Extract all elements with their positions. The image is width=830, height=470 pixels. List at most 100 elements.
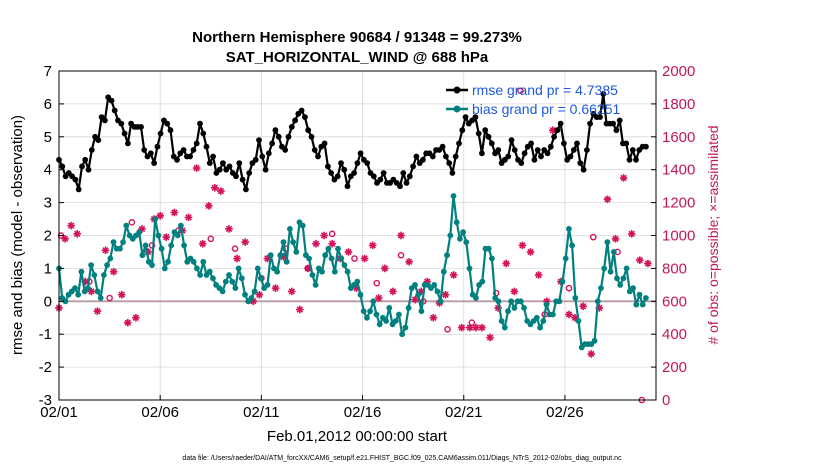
rmse-point — [328, 170, 334, 176]
bias-point — [158, 245, 165, 252]
rmse-point — [334, 173, 341, 180]
bias-point — [277, 252, 284, 259]
rmse-point — [511, 147, 518, 153]
bias-point — [636, 291, 643, 298]
rmse-point — [265, 150, 272, 157]
bias-point — [473, 295, 479, 301]
bias-point — [168, 242, 175, 249]
bias-point — [248, 295, 255, 301]
bias-point — [463, 239, 470, 246]
rmse-point — [292, 117, 298, 124]
bias-point — [630, 285, 636, 291]
bias-point — [181, 242, 188, 249]
rmse-point — [167, 127, 174, 134]
rmse-point — [623, 140, 630, 147]
obs-possible-point — [106, 294, 113, 302]
rmse-point — [125, 140, 131, 147]
rmse-point — [561, 140, 567, 147]
bias-point — [489, 255, 495, 262]
obs-assimilated-point — [457, 323, 466, 332]
rmse-point — [262, 166, 269, 173]
obs-assimilated-point — [374, 294, 383, 302]
y2-tick-label: 1000 — [662, 228, 695, 245]
rmse-point — [338, 160, 344, 167]
obs-assimilated-point — [217, 187, 225, 195]
bias-point — [479, 278, 486, 285]
rmse-point — [341, 166, 348, 173]
y-tick-label: 1 — [44, 260, 52, 277]
bias-point — [62, 298, 69, 305]
rmse-point — [521, 150, 528, 157]
bias-point — [155, 232, 162, 239]
bias-point — [607, 268, 614, 275]
bias-point — [412, 282, 418, 288]
rmse-point — [485, 133, 492, 140]
rmse-point — [505, 153, 512, 160]
bias-point — [136, 229, 143, 236]
bias-point — [453, 219, 460, 226]
obs-assimilated-point — [389, 287, 397, 296]
bias-point — [418, 308, 425, 315]
bias-point — [495, 298, 502, 305]
rmse-point — [403, 180, 410, 186]
bias-point — [238, 275, 245, 282]
bias-point — [598, 285, 604, 291]
bias-point — [325, 245, 332, 252]
bias-point — [94, 288, 101, 295]
x-axis-ticks: 02/01 02/06 02/11 02/16 02/21 02/26 — [40, 395, 584, 421]
legend-rmse-marker — [453, 86, 461, 94]
bias-point — [226, 272, 232, 278]
rmse-point — [118, 120, 125, 127]
rmse-point — [482, 127, 489, 134]
rmse-point — [538, 153, 544, 160]
bias-point — [415, 291, 422, 298]
bias-point — [264, 282, 271, 288]
rmse-point — [446, 160, 453, 167]
rmse-point — [400, 170, 407, 176]
bias-point — [91, 272, 98, 278]
bias-point — [460, 229, 466, 236]
rmse-point — [567, 153, 574, 160]
bias-point — [562, 255, 569, 262]
rmse-point — [305, 127, 312, 134]
rmse-point — [259, 153, 266, 160]
bias-point — [319, 268, 325, 275]
rmse-point — [285, 133, 292, 140]
rmse-point — [311, 147, 318, 153]
bias-point — [190, 258, 197, 265]
bias-series — [56, 193, 649, 351]
rmse-point — [633, 156, 639, 163]
y2-tick-label: 2000 — [662, 63, 695, 80]
rmse-point — [354, 160, 361, 167]
rmse-point — [193, 140, 200, 147]
bias-point — [107, 255, 114, 262]
legend-bias-label: bias grand pr = 0.66251 — [472, 101, 620, 117]
right-axis-ticks: 0 200 400 600 800 1000 1200 1400 1600 1800 2000 — [651, 63, 695, 409]
rmse-point — [325, 163, 331, 170]
bias-point — [569, 242, 575, 249]
bias-point — [591, 337, 598, 344]
bias-point — [78, 268, 85, 275]
bias-point — [614, 275, 620, 282]
rmse-point — [282, 147, 289, 153]
y2-tick-label: 200 — [662, 359, 687, 376]
bias-point — [508, 298, 515, 305]
bias-point — [633, 301, 640, 308]
bias-point — [274, 268, 280, 275]
rmse-point — [643, 143, 649, 150]
bias-point — [331, 268, 338, 275]
bias-point — [575, 318, 582, 324]
bias-point — [338, 255, 345, 262]
obs-assimilated-point — [510, 287, 519, 296]
obs-assimilated-point — [255, 290, 264, 299]
bias-point — [485, 245, 492, 252]
y-tick-label: 6 — [44, 96, 52, 113]
rmse-point — [95, 137, 102, 144]
bias-point — [370, 298, 377, 305]
rmse-point — [554, 127, 561, 134]
obs-possible-point — [328, 230, 336, 238]
bias-point — [399, 331, 405, 338]
obs-assimilated-point — [109, 267, 118, 276]
bias-point — [258, 275, 264, 282]
rmse-point — [534, 147, 541, 153]
